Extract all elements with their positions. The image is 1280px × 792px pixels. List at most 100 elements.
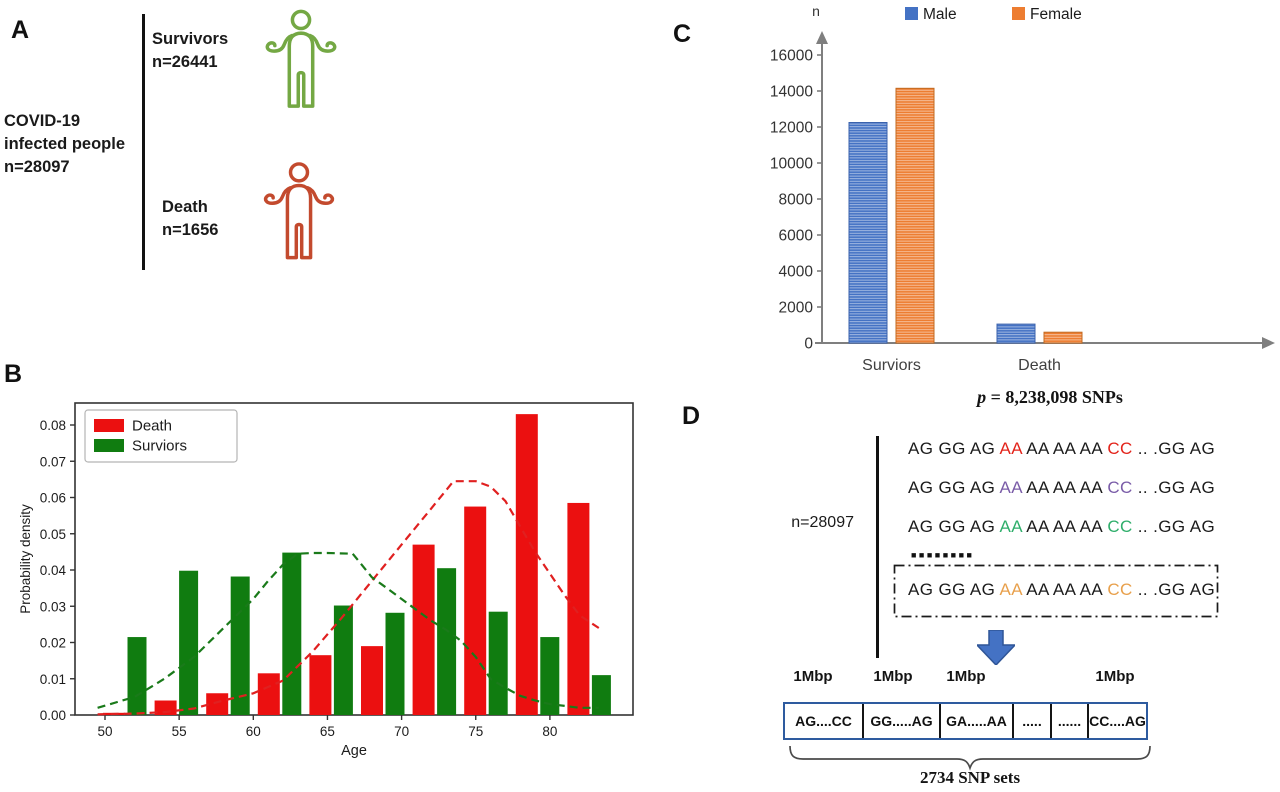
tick-label: Age	[341, 743, 367, 759]
survivor-bar	[385, 612, 405, 715]
male-bar	[848, 122, 888, 344]
tick-label: 14000	[770, 84, 813, 101]
cohort-n-text: n=28097	[791, 514, 854, 531]
death-bar	[309, 655, 332, 715]
snp-segment: AA AA AA	[1022, 478, 1108, 497]
tick-label: 0.00	[40, 708, 66, 723]
survivor-bar	[333, 605, 353, 715]
tick-label: 55	[172, 724, 187, 739]
snp-segment: AA	[999, 478, 1023, 497]
death-bar	[206, 693, 229, 715]
mbp-label: 1Mbp	[793, 668, 833, 685]
tick-label: 75	[468, 724, 483, 739]
tick-label: 0.08	[40, 418, 66, 433]
tick-label: Male	[923, 6, 957, 23]
snp-block-cell: GA.....AA	[939, 704, 1012, 738]
survivors-count: n=26441	[152, 52, 218, 71]
tick-label: 8000	[779, 192, 814, 209]
female-bar	[1043, 331, 1083, 344]
snp-segment: AG GG AG	[908, 517, 1000, 536]
survivors-label: Survivors	[152, 30, 229, 48]
snp-segment: AA	[999, 517, 1023, 536]
snp-segment: AA	[999, 439, 1023, 458]
snp-segment: AA AA AA	[1022, 580, 1108, 599]
tick-label: 65	[320, 724, 335, 739]
snp-blocks-box: AG....CC GG.....AG GA.....AA........... CC.…	[783, 702, 1148, 740]
tick-label: 70	[394, 724, 409, 739]
tick-label: Surviors	[862, 357, 921, 374]
survivors-branch-text: Survivors n=26441	[152, 28, 228, 74]
legend-swatch	[94, 439, 124, 452]
tick-label: Surviors	[132, 438, 187, 455]
y-axis-arrow	[816, 31, 828, 44]
panel-d-label: D	[682, 402, 701, 430]
curly-brace	[789, 745, 1151, 771]
snp-segment: AA	[999, 580, 1023, 599]
legend-swatch	[905, 7, 918, 20]
tick-label: 2000	[779, 300, 814, 317]
snp-block-cell: .....	[1012, 704, 1050, 738]
survivor-bar	[127, 637, 147, 715]
snp-sets-caption: 2734 SNP sets	[919, 768, 1021, 787]
mbp-label: 1Mbp	[946, 668, 986, 685]
snp-segment: AG GG AG	[908, 478, 1000, 497]
tick-label: 12000	[770, 120, 813, 137]
tick-label: 0.07	[40, 454, 66, 469]
snp-sequence-row: AG GG AG AA AA AA AA CC .. .GG AG	[908, 478, 1215, 498]
survivor-bar	[591, 675, 611, 715]
tick-label: Female	[1030, 6, 1082, 23]
legend-swatch	[1012, 7, 1025, 20]
plot-frame	[74, 402, 634, 716]
ellipsis-dots: ■■■■■■■■	[911, 550, 975, 560]
p-symbol: p	[977, 387, 987, 407]
tick-label: Probability density	[18, 504, 33, 614]
tick-label: Death	[1018, 357, 1061, 374]
snp-segment: CC	[1107, 439, 1133, 458]
x-axis-arrow	[1262, 337, 1275, 349]
sex-bar-chart: n 0 2000 4000 6000 8000 10000 12000 14000 16000 Su…	[770, 3, 1275, 374]
snp-segment: .. .GG AG	[1132, 439, 1216, 458]
death-label: Death	[162, 198, 208, 216]
tick-label: 0.01	[40, 672, 66, 687]
survivor-bar	[179, 570, 199, 715]
snp-block-cell: GG.....AG	[862, 704, 939, 738]
p-value-text: = 8,238,098 SNPs	[986, 387, 1123, 407]
death-bar	[515, 414, 538, 715]
tick-label: 50	[97, 724, 112, 739]
sequence-group-line	[876, 436, 879, 658]
death-count: n=1656	[162, 220, 219, 239]
panel-c-label: C	[673, 20, 692, 48]
snp-sequence-row: AG GG AG AA AA AA AA CC .. .GG AG	[908, 517, 1215, 537]
age-histogram-chart: 0.00 0.01 0.02 0.03 0.04 0.05 0.06 0.07 0.08 50 55…	[18, 402, 634, 759]
death-branch-text: Death n=1656	[162, 196, 218, 242]
tick-label: 6000	[779, 228, 814, 245]
snp-block-cell: CC....AG	[1087, 704, 1146, 738]
tick-label: 60	[246, 724, 261, 739]
male-bar	[996, 323, 1036, 344]
tick-label: 0.04	[40, 563, 67, 578]
snp-segment: .. .GG AG	[1132, 517, 1216, 536]
snp-segment: AG GG AG	[908, 439, 1000, 458]
tick-label: 0.02	[40, 636, 66, 651]
cohort-root-text: COVID-19 infected people n=28097	[4, 112, 126, 176]
survivor-bar	[282, 552, 302, 715]
death-bar	[412, 544, 435, 715]
snp-segment: AA AA AA	[1022, 517, 1108, 536]
panel-a-label: A	[11, 16, 30, 44]
death-person-icon	[263, 162, 335, 260]
survivor-bar	[540, 637, 560, 715]
tick-label: 80	[542, 724, 557, 739]
tick-label: Death	[132, 418, 172, 435]
down-arrow-icon	[977, 630, 1015, 665]
tick-label: 0.06	[40, 491, 66, 506]
kde-curve	[97, 480, 600, 716]
snp-segment: AA AA AA	[1022, 439, 1108, 458]
death-bar	[257, 673, 280, 715]
death-bar	[154, 700, 177, 715]
snp-sequence-row: AG GG AG AA AA AA AA CC .. .GG AG	[908, 580, 1215, 600]
tick-label: 4000	[779, 264, 814, 281]
death-bar	[464, 506, 487, 715]
snp-segment: .. .GG AG	[1132, 478, 1216, 497]
tick-label: 10000	[770, 156, 813, 173]
